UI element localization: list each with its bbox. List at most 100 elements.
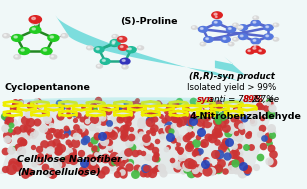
Circle shape <box>234 24 235 25</box>
Circle shape <box>200 42 206 46</box>
Circle shape <box>238 34 247 40</box>
Circle shape <box>253 45 258 48</box>
Circle shape <box>14 55 21 59</box>
Circle shape <box>233 38 238 41</box>
Circle shape <box>251 20 260 26</box>
Circle shape <box>112 41 115 43</box>
Circle shape <box>119 38 122 39</box>
Circle shape <box>193 27 194 28</box>
Circle shape <box>122 65 128 69</box>
Circle shape <box>33 22 35 23</box>
Circle shape <box>122 60 125 61</box>
Circle shape <box>123 66 125 67</box>
Circle shape <box>198 26 208 32</box>
Circle shape <box>87 46 93 50</box>
Text: syn: syn <box>196 95 213 104</box>
Circle shape <box>50 55 57 59</box>
Circle shape <box>273 23 279 27</box>
Circle shape <box>139 47 141 48</box>
Circle shape <box>253 47 256 49</box>
Circle shape <box>251 38 260 44</box>
Circle shape <box>201 43 203 44</box>
Circle shape <box>266 26 269 28</box>
Circle shape <box>204 37 213 42</box>
Circle shape <box>48 35 59 41</box>
Circle shape <box>227 26 236 32</box>
Circle shape <box>98 65 99 66</box>
Circle shape <box>111 42 119 46</box>
Circle shape <box>126 47 136 53</box>
Circle shape <box>200 28 203 29</box>
Circle shape <box>212 20 222 26</box>
Circle shape <box>32 21 39 25</box>
Circle shape <box>246 49 254 54</box>
Circle shape <box>274 38 276 39</box>
Circle shape <box>19 48 30 54</box>
Circle shape <box>127 48 129 49</box>
Circle shape <box>41 48 52 54</box>
Circle shape <box>51 56 53 57</box>
Circle shape <box>216 16 217 17</box>
Circle shape <box>266 35 269 37</box>
Circle shape <box>214 21 217 23</box>
Circle shape <box>96 48 99 50</box>
Circle shape <box>273 38 279 41</box>
Circle shape <box>32 17 35 19</box>
Circle shape <box>32 28 35 30</box>
Circle shape <box>110 40 120 46</box>
Text: (S)-Proline: (S)-Proline <box>120 17 178 26</box>
Circle shape <box>248 50 250 51</box>
Circle shape <box>61 34 68 38</box>
Circle shape <box>253 16 258 19</box>
Text: 89%: 89% <box>243 95 263 104</box>
Polygon shape <box>0 100 276 174</box>
Circle shape <box>12 35 23 41</box>
Text: Cellulose Nanofiber: Cellulose Nanofiber <box>17 155 122 164</box>
Circle shape <box>237 26 243 29</box>
Circle shape <box>94 47 104 53</box>
Circle shape <box>251 46 261 52</box>
Circle shape <box>15 56 17 57</box>
Circle shape <box>192 26 197 29</box>
Circle shape <box>4 35 6 36</box>
Circle shape <box>128 48 131 50</box>
Circle shape <box>138 46 144 50</box>
Circle shape <box>212 12 222 18</box>
Polygon shape <box>55 15 239 81</box>
Text: 4-Nitrobenzaldehyde: 4-Nitrobenzaldehyde <box>190 112 301 121</box>
Ellipse shape <box>12 97 264 105</box>
Text: Isolated yield > 99%: Isolated yield > 99% <box>187 83 276 92</box>
Circle shape <box>100 58 110 64</box>
Circle shape <box>221 37 230 42</box>
Circle shape <box>214 16 220 19</box>
Circle shape <box>257 49 265 54</box>
Circle shape <box>50 36 53 38</box>
Circle shape <box>230 43 231 44</box>
Circle shape <box>21 49 24 51</box>
Text: (R,R)-syn product: (R,R)-syn product <box>189 72 275 81</box>
Circle shape <box>29 16 41 23</box>
Circle shape <box>233 23 238 27</box>
Circle shape <box>238 27 240 28</box>
Text: (Nanocellulose): (Nanocellulose) <box>17 168 100 177</box>
Circle shape <box>253 40 256 41</box>
Circle shape <box>240 26 243 28</box>
Circle shape <box>112 43 115 44</box>
Circle shape <box>118 36 127 42</box>
Circle shape <box>63 35 64 36</box>
Polygon shape <box>215 57 246 76</box>
Circle shape <box>240 35 243 37</box>
Circle shape <box>112 35 118 38</box>
Circle shape <box>223 38 226 40</box>
Circle shape <box>259 50 261 51</box>
Circle shape <box>96 64 103 68</box>
Circle shape <box>120 46 123 47</box>
Circle shape <box>43 49 47 51</box>
Circle shape <box>234 38 235 39</box>
Circle shape <box>274 24 276 25</box>
Circle shape <box>254 17 256 18</box>
Circle shape <box>102 60 105 61</box>
Circle shape <box>3 34 10 38</box>
Circle shape <box>264 25 273 30</box>
Circle shape <box>253 21 256 23</box>
